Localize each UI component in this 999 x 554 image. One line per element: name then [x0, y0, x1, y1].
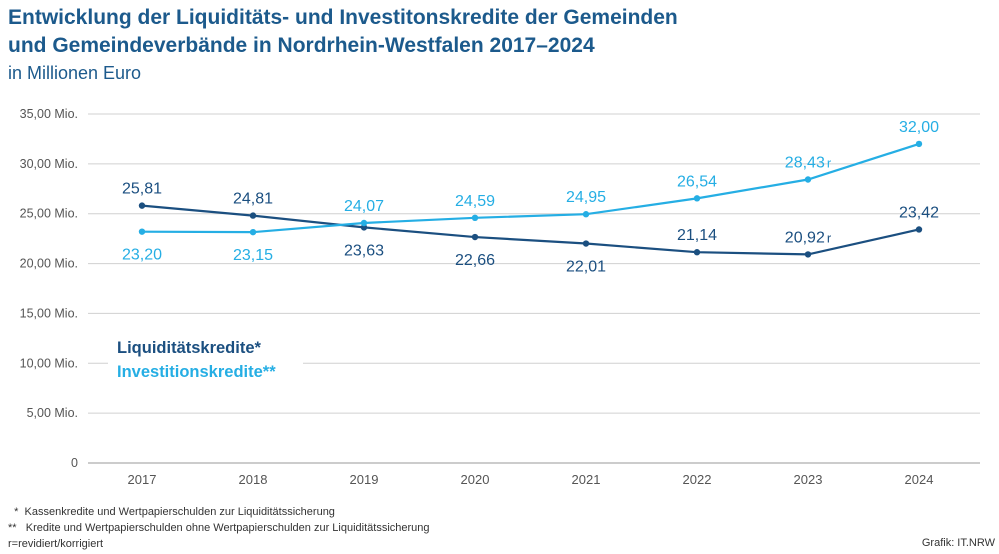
series-line: [141, 204, 920, 256]
data-label-value: 23,63: [344, 242, 384, 259]
data-label: 24,07: [344, 198, 384, 215]
x-tick-label: 2021: [572, 472, 601, 487]
y-tick-label: 25,00 Mio.: [20, 207, 78, 221]
x-tick-label: 2022: [683, 472, 712, 487]
data-label-value: 21,14: [677, 227, 717, 244]
data-point: [471, 233, 479, 241]
data-point: [138, 228, 146, 235]
y-tick-label: 10,00 Mio.: [20, 356, 78, 370]
data-label-value: 24,59: [455, 193, 495, 210]
chart-title-line-1: Entwicklung der Liquiditäts- und Investi…: [8, 6, 678, 29]
data-point: [915, 226, 923, 233]
data-label-value: 25,81: [122, 181, 162, 198]
revised-marker: r: [827, 156, 832, 171]
footnote-investition: ** Kredite und Wertpapierschulden ohne W…: [8, 522, 430, 534]
data-label: 20,92 r: [785, 229, 832, 246]
y-tick-label: 15,00 Mio.: [20, 306, 78, 320]
data-label-value: 22,01: [566, 259, 606, 276]
data-label: 22,66: [455, 252, 495, 269]
x-tick-label: 2018: [239, 472, 268, 487]
x-axis-tick-labels: 2017 2018 2019 2020 2021 2022 2023 2024: [128, 472, 934, 487]
legend-background: [108, 330, 303, 385]
data-label: 32,00: [899, 119, 939, 136]
data-point: [471, 214, 479, 222]
data-label-value: 23,20: [122, 247, 162, 264]
series-line: [141, 142, 920, 234]
legend: Liquiditätskredite* Investitionskredite**: [108, 330, 303, 385]
data-label-value: 24,95: [566, 189, 606, 206]
x-tick-label: 2024: [905, 472, 934, 487]
data-label-value: 22,66: [455, 252, 495, 269]
data-point: [582, 240, 590, 247]
data-label: 24,95: [566, 189, 606, 206]
data-point: [693, 249, 701, 256]
x-tick-label: 2019: [350, 472, 379, 487]
data-label-value: 24,07: [344, 198, 384, 215]
data-label: 25,81: [122, 181, 162, 198]
data-label: 28,43 r: [785, 155, 832, 172]
data-label-value: 28,43: [785, 155, 825, 172]
data-point: [249, 228, 257, 236]
data-label-value: 23,15: [233, 247, 273, 264]
x-tick-label: 2017: [128, 472, 157, 487]
footnote-liquiditaet: * Kassenkredite und Wertpapierschulden z…: [8, 506, 335, 518]
y-tick-label: 0: [71, 456, 78, 470]
x-tick-label: 2020: [461, 472, 490, 487]
series-points: [138, 140, 923, 258]
y-tick-label: 30,00 Mio.: [20, 157, 78, 171]
y-axis-tick-labels: 35,00 Mio. 30,00 Mio. 25,00 Mio. 20,00 Mio.…: [20, 107, 78, 470]
data-point: [804, 176, 812, 183]
footnote-revised: r=revidiert/korrigiert: [8, 538, 104, 550]
revised-marker: r: [827, 230, 832, 245]
data-label-value: 32,00: [899, 119, 939, 136]
chart-credit: Grafik: IT.NRW: [921, 537, 995, 549]
data-point: [360, 219, 368, 227]
data-label-value: 26,54: [677, 173, 717, 190]
data-label-value: 24,81: [233, 191, 273, 208]
data-point: [138, 202, 146, 209]
data-label: 24,81: [233, 191, 273, 208]
data-label-value: 23,42: [899, 204, 939, 221]
data-point: [915, 140, 923, 148]
data-label-value: 20,92: [785, 229, 825, 246]
chart-subtitle: in Millionen Euro: [8, 63, 142, 83]
data-label: 23,63: [344, 242, 384, 259]
y-tick-label: 20,00 Mio.: [20, 257, 78, 271]
chart-title-line-2: und Gemeindeverbände in Nordrhein-Westfa…: [8, 34, 595, 57]
series-lines: [141, 142, 920, 256]
data-point: [249, 212, 257, 219]
data-label: 23,20: [122, 247, 162, 264]
y-tick-label: 5,00 Mio.: [27, 406, 78, 420]
y-tick-label: 35,00 Mio.: [20, 107, 78, 121]
data-label: 22,01: [566, 259, 606, 276]
data-point: [804, 251, 812, 258]
legend-entry: Liquiditätskredite*: [117, 339, 262, 357]
data-point: [693, 195, 701, 202]
data-label: 21,14: [677, 227, 717, 244]
x-tick-label: 2023: [794, 472, 823, 487]
legend-entry: Investitionskredite**: [117, 363, 276, 381]
data-point: [360, 224, 368, 231]
data-label: 26,54: [677, 173, 717, 190]
data-label: 23,42: [899, 204, 939, 221]
chart-title: Entwicklung der Liquiditäts- und Investi…: [8, 4, 678, 60]
data-label: 23,15: [233, 247, 273, 264]
data-point: [582, 211, 590, 218]
data-label: 24,59: [455, 193, 495, 210]
